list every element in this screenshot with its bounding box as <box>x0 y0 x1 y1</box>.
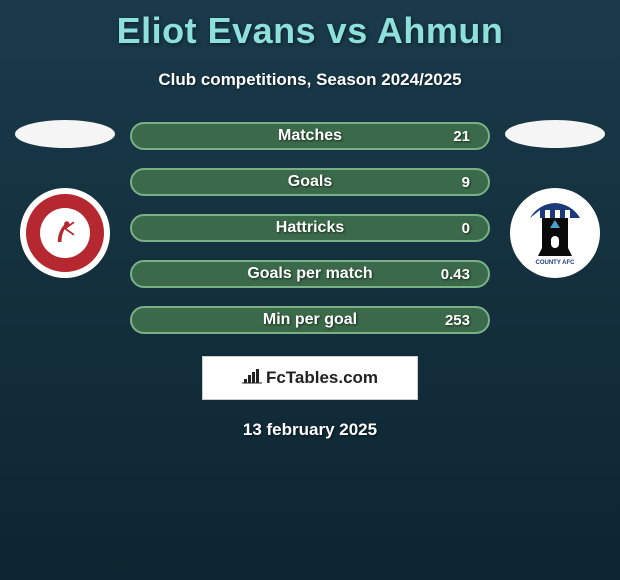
brand-label: FcTables.com <box>266 368 378 388</box>
stat-value: 9 <box>462 174 470 191</box>
stat-label: Goals <box>288 173 332 191</box>
chart-icon <box>242 367 262 390</box>
svg-text:COUNTY AFC: COUNTY AFC <box>536 260 576 266</box>
right-column: COUNTY AFC <box>500 120 610 278</box>
main-content: Matches 21 Goals 9 Hattricks 0 Goals per… <box>0 90 620 334</box>
castle-icon: COUNTY AFC <box>520 198 590 268</box>
stat-value: 21 <box>453 128 470 145</box>
stat-row-goals-per-match: Goals per match 0.43 <box>130 260 490 288</box>
right-team-badge: COUNTY AFC <box>510 188 600 278</box>
left-player-ellipse <box>15 120 115 148</box>
brand-box[interactable]: FcTables.com <box>202 356 418 400</box>
stat-label: Min per goal <box>263 311 357 329</box>
stat-row-goals: Goals 9 <box>130 168 490 196</box>
stat-label: Goals per match <box>247 265 372 283</box>
stat-value: 0.43 <box>441 266 470 283</box>
stat-row-min-per-goal: Min per goal 253 <box>130 306 490 334</box>
stat-row-matches: Matches 21 <box>130 122 490 150</box>
stat-label: Matches <box>278 127 342 145</box>
stats-column: Matches 21 Goals 9 Hattricks 0 Goals per… <box>130 120 490 334</box>
archer-icon <box>40 208 90 258</box>
stat-row-hattricks: Hattricks 0 <box>130 214 490 242</box>
page-title: Eliot Evans vs Ahmun <box>0 0 620 52</box>
date-label: 13 february 2025 <box>0 420 620 440</box>
subtitle: Club competitions, Season 2024/2025 <box>0 70 620 90</box>
left-column <box>10 120 120 278</box>
stat-value: 0 <box>462 220 470 237</box>
stat-label: Hattricks <box>276 219 344 237</box>
left-team-badge <box>20 188 110 278</box>
right-player-ellipse <box>505 120 605 148</box>
stat-value: 253 <box>445 312 470 329</box>
